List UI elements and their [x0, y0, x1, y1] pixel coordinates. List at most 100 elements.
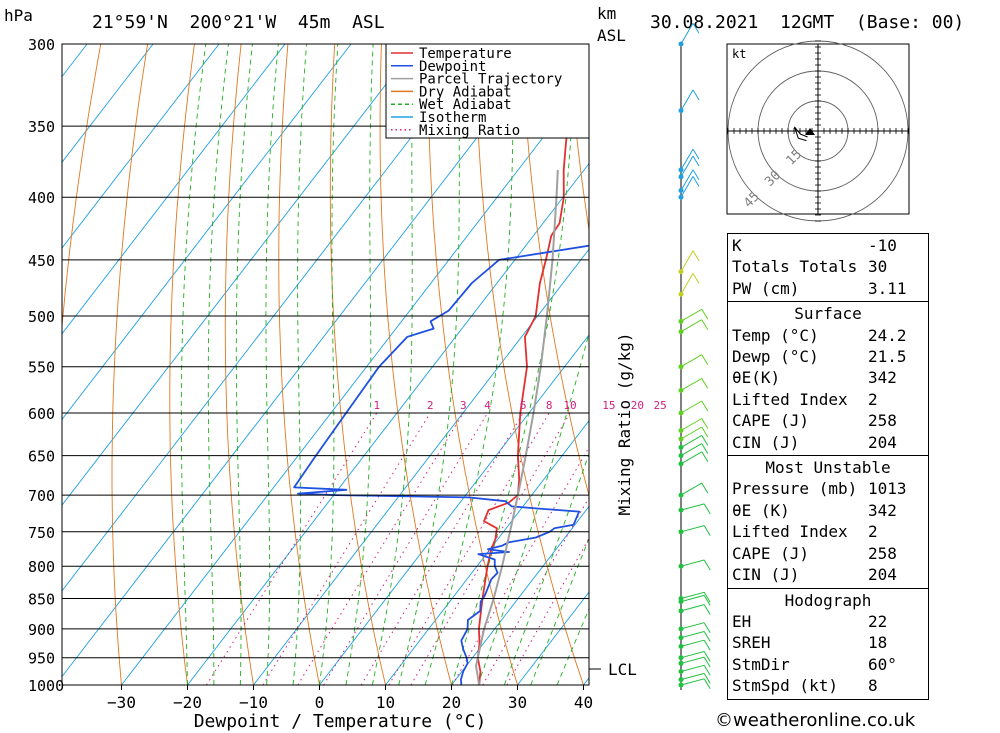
wind-barb-shaft — [680, 308, 703, 322]
wind-barb-feather — [703, 592, 711, 603]
legend-entry-label: Parcel Trajectory — [419, 72, 562, 88]
x-tick-label: 40 — [574, 693, 593, 712]
index-value: 8 — [868, 676, 878, 696]
index-label: Totals Totals — [732, 257, 858, 277]
index-row: StmDir 60° — [728, 654, 928, 675]
mixing-ratio-label: 3 — [460, 399, 467, 412]
lcl-label: LCL — [608, 660, 637, 679]
surface-block: Surface Temp (°C) 24.2 Dewp (°C) 21.5 θE(K… — [728, 301, 928, 455]
dry-adiabat-line — [990, 44, 1000, 685]
wind-barb — [678, 426, 709, 442]
index-label: θE(K) — [732, 368, 781, 388]
wind-barb-feather — [701, 354, 709, 365]
wind-barb-shaft — [680, 631, 705, 639]
wind-barb-feather — [701, 418, 709, 429]
legend-entry-label: Dry Adiabat — [419, 84, 512, 100]
wind-profile — [678, 22, 711, 690]
wind-barb-shaft — [680, 250, 694, 272]
wind-barb-shaft — [680, 672, 705, 681]
index-value: 258 — [868, 411, 897, 431]
dry-adiabat-line — [169, 44, 195, 685]
copyright-notice[interactable]: ©weatheronline.co.uk — [715, 710, 916, 731]
index-value: -10 — [868, 236, 897, 255]
wind-barb — [678, 354, 709, 370]
wind-barb-feather — [692, 176, 700, 187]
wet-adiabat-line — [292, 44, 307, 685]
mixing-ratio-label: 8 — [546, 399, 553, 412]
wind-barb-shaft — [680, 622, 705, 630]
legend-entry-label: Wet Adiabat — [419, 97, 512, 113]
wet-adiabat-line — [503, 452, 589, 685]
index-label: EH — [732, 611, 752, 631]
index-value: 24.2 — [868, 325, 907, 345]
index-row: Pressure (mb) 1013 — [728, 478, 928, 499]
x-tick-label: 10 — [376, 693, 395, 712]
wind-barb — [678, 451, 709, 467]
wind-barb-feather — [692, 273, 700, 284]
mixing-ratio-label: 6 — [520, 399, 527, 412]
isotherm-line — [62, 44, 418, 506]
wind-barb-feather — [703, 525, 711, 536]
index-row: PW (cm) 3.11 — [728, 278, 928, 299]
wind-barb-feather — [701, 451, 709, 463]
index-value: 342 — [868, 500, 897, 520]
index-label: SREH — [732, 633, 771, 653]
index-row: Dewp (°C) 21.5 — [728, 346, 928, 367]
plot-border — [61, 43, 590, 686]
wind-barb-shaft — [680, 22, 694, 45]
index-row: Temp (°C) 24.2 — [728, 325, 928, 346]
isotherm-line — [253, 248, 589, 685]
indices-table: K -10 Totals Totals 30 PW (cm) 3.11 Surface… — [727, 233, 929, 700]
wind-barb-shaft — [680, 169, 694, 191]
wind-barb-shaft — [680, 148, 694, 171]
index-value: 1013 — [868, 479, 907, 499]
index-row: Lifted Index 2 — [728, 389, 928, 410]
index-value: 60° — [868, 654, 897, 674]
dry-adiabat-line — [568, 44, 589, 233]
wind-barb — [678, 155, 700, 180]
isotherm-line — [62, 44, 484, 592]
wind-barb-shaft — [680, 639, 705, 647]
index-row: StmSpd (kt) 8 — [728, 675, 928, 696]
wind-barb-shaft — [680, 604, 705, 612]
pressure-tick-label: 700 — [28, 487, 55, 505]
wind-barb — [678, 250, 700, 275]
isotherm-line — [62, 44, 154, 164]
isotherm-line — [62, 44, 286, 335]
wind-barb-feather — [701, 400, 709, 412]
dry-adiabat-line — [224, 44, 254, 685]
wind-barb-shaft — [680, 434, 703, 448]
isotherm-line — [187, 162, 589, 685]
datetime-title: 30.08.2021 12GMT (Base: 00) — [650, 12, 964, 33]
wind-barb — [678, 631, 711, 642]
wind-barb — [678, 678, 711, 690]
pressure-tick-label: 500 — [28, 308, 55, 326]
legend-entry-label: Isotherm — [419, 110, 486, 126]
hodograph-block: Hodograph EH 22 SREH 18 StmDir 60° StmSpd (… — [728, 587, 928, 699]
wind-barb — [678, 400, 709, 416]
x-tick-label: −10 — [239, 693, 268, 712]
wind-barb-feather — [703, 559, 711, 571]
isotherm-line — [385, 419, 589, 685]
series-dewpoint — [293, 244, 589, 685]
hodograph-title: Hodograph — [784, 590, 872, 610]
wind-barb — [678, 503, 711, 515]
wind-barb-shaft — [680, 377, 703, 391]
series-layer — [293, 44, 589, 685]
wind-barb — [678, 148, 700, 173]
wind-barb — [678, 176, 700, 200]
mixing-ratio-label: 2 — [427, 399, 434, 412]
mixing-ratio-label: 10 — [563, 399, 576, 412]
index-label: K — [732, 236, 742, 255]
wind-barb-shaft — [680, 664, 705, 672]
index-label: CIN (J) — [732, 565, 800, 585]
wind-barb-feather — [692, 169, 700, 180]
wet-adiabat-line — [451, 44, 576, 685]
index-value: 2 — [868, 389, 878, 409]
pressure-tick-label: 1000 — [28, 677, 64, 695]
pressure-tick-label: 600 — [28, 405, 55, 423]
index-label: StmDir — [732, 654, 790, 674]
dry-adiabat-line — [427, 44, 518, 685]
wind-barb-feather — [701, 443, 709, 454]
mixing-ratio-label: 20 — [631, 399, 644, 412]
